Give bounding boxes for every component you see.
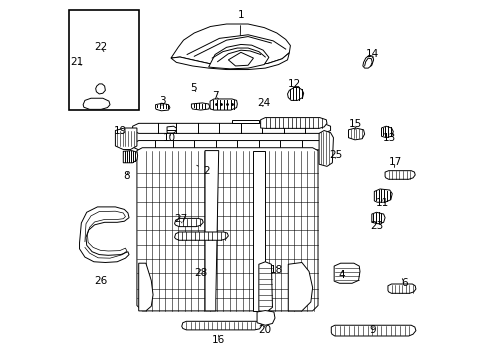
Text: 18: 18 — [269, 265, 283, 275]
Polygon shape — [123, 150, 137, 163]
Text: 3: 3 — [159, 96, 165, 106]
Text: 14: 14 — [366, 49, 379, 59]
Polygon shape — [319, 131, 333, 166]
Polygon shape — [287, 87, 303, 100]
Polygon shape — [80, 207, 129, 262]
Polygon shape — [348, 128, 364, 140]
Polygon shape — [191, 103, 209, 110]
Text: 25: 25 — [328, 150, 342, 160]
Text: 17: 17 — [387, 157, 401, 167]
Text: 11: 11 — [375, 198, 388, 208]
Polygon shape — [132, 140, 329, 150]
Text: 23: 23 — [369, 221, 382, 230]
Text: 12: 12 — [287, 79, 301, 89]
Polygon shape — [171, 24, 290, 65]
Polygon shape — [171, 53, 289, 69]
Polygon shape — [333, 263, 359, 283]
Polygon shape — [96, 84, 105, 94]
Text: 27: 27 — [174, 215, 187, 224]
Polygon shape — [210, 99, 237, 110]
Polygon shape — [257, 311, 274, 325]
Polygon shape — [381, 126, 392, 138]
Text: 15: 15 — [348, 120, 362, 130]
Polygon shape — [371, 212, 384, 224]
Text: 4: 4 — [337, 270, 344, 280]
Text: 16: 16 — [212, 334, 225, 345]
Text: 5: 5 — [190, 83, 197, 93]
Text: 13: 13 — [382, 133, 396, 143]
Text: 22: 22 — [94, 42, 107, 52]
Bar — [69, 10, 139, 110]
Polygon shape — [174, 232, 228, 240]
Polygon shape — [228, 52, 253, 66]
Polygon shape — [387, 284, 415, 293]
Text: 6: 6 — [400, 278, 407, 288]
Polygon shape — [83, 98, 110, 109]
Polygon shape — [137, 148, 317, 311]
Polygon shape — [231, 120, 258, 123]
Text: 19: 19 — [114, 126, 127, 135]
Text: 26: 26 — [94, 276, 107, 286]
Text: 1: 1 — [237, 10, 244, 36]
Polygon shape — [373, 189, 391, 202]
Polygon shape — [287, 262, 312, 311]
Text: 9: 9 — [369, 325, 375, 335]
Polygon shape — [330, 325, 415, 336]
Text: 7: 7 — [212, 91, 219, 101]
Polygon shape — [258, 262, 272, 312]
Text: 2: 2 — [196, 165, 210, 176]
Polygon shape — [208, 44, 268, 69]
Polygon shape — [174, 219, 203, 226]
Polygon shape — [132, 123, 330, 134]
Text: 8: 8 — [122, 171, 129, 181]
Text: 24: 24 — [257, 98, 270, 108]
Polygon shape — [384, 171, 414, 179]
Polygon shape — [362, 55, 373, 68]
Text: 21: 21 — [70, 57, 83, 67]
Polygon shape — [253, 150, 265, 311]
Text: 10: 10 — [163, 133, 175, 143]
Polygon shape — [115, 128, 137, 149]
Polygon shape — [260, 118, 326, 129]
Polygon shape — [139, 263, 153, 311]
Text: 28: 28 — [194, 268, 207, 278]
Polygon shape — [155, 103, 169, 111]
Text: 20: 20 — [258, 325, 271, 335]
Polygon shape — [182, 321, 261, 330]
Polygon shape — [204, 150, 218, 311]
Polygon shape — [167, 126, 176, 133]
